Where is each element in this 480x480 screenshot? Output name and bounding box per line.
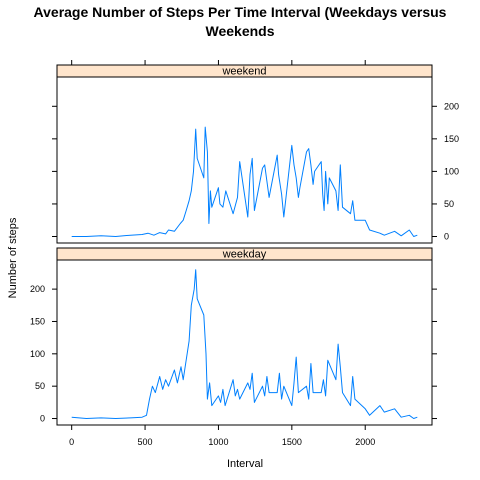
y-tick-label-weekend-200: 200	[444, 101, 459, 111]
y-tick-label-weekday-100: 100	[30, 349, 45, 359]
x-tick-label-1000: 1000	[208, 437, 228, 447]
x-tick-label-0: 0	[69, 437, 74, 447]
x-tick-label-1500: 1500	[282, 437, 302, 447]
y-tick-label-weekday-50: 50	[35, 381, 45, 391]
y-tick-label-weekday-200: 200	[30, 284, 45, 294]
y-tick-label-weekend-0: 0	[444, 231, 449, 241]
series-line-weekday	[71, 269, 418, 419]
panel-frame-weekend	[56, 76, 433, 244]
chart-title-line-2: Weekends	[206, 23, 275, 39]
x-tick-label-500: 500	[138, 437, 153, 447]
series-line-weekend	[71, 126, 418, 237]
panel-frame-weekday	[56, 259, 433, 426]
y-tick-label-weekend-50: 50	[444, 199, 454, 209]
y-tick-label-weekend-150: 150	[444, 134, 459, 144]
y-tick-label-weekday-0: 0	[40, 414, 45, 424]
y-axis-label: Number of steps	[7, 217, 19, 298]
chart-title-line-1: Average Number of Steps Per Time Interva…	[34, 4, 447, 20]
strip-label-weekday: weekday	[222, 249, 267, 261]
y-tick-label-weekday-150: 150	[30, 316, 45, 326]
x-tick-label-2000: 2000	[355, 437, 375, 447]
y-tick-label-weekend-100: 100	[444, 166, 459, 176]
strip-label-weekend: weekend	[221, 66, 266, 78]
x-axis-label: Interval	[227, 458, 263, 470]
